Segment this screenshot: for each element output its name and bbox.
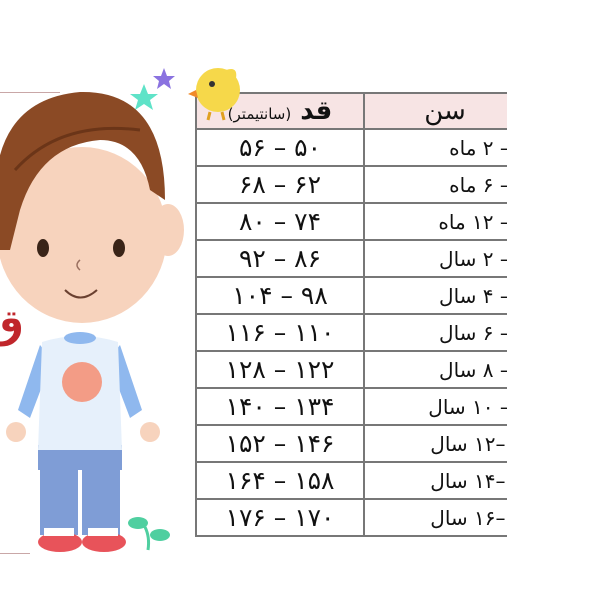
table-row: ۵۶ – ۵۰۰ – ۲ ماه bbox=[195, 128, 507, 167]
age-cell: ۴ – ۶ سال bbox=[363, 313, 507, 352]
height-cell: ۱۰۴ – ۹۸ bbox=[195, 276, 365, 315]
table-row: ۱۶۴ – ۱۵۸۱۲–۱۴ سال bbox=[195, 461, 507, 500]
age-cell: ۸ – ۱۰ سال bbox=[363, 387, 507, 426]
age-cell: ۱۲–۱۴ سال bbox=[363, 461, 507, 500]
frame-bottom-line bbox=[0, 553, 30, 554]
header-height-label: قد bbox=[300, 96, 333, 126]
age-cell: ۰ – ۲ ماه bbox=[363, 128, 507, 167]
table-row: ۱۱۶ – ۱۱۰۴ – ۶ سال bbox=[195, 313, 507, 352]
side-label: ق bbox=[0, 302, 24, 348]
table-row: ۶۸ – ۶۲۲ – ۶ ماه bbox=[195, 165, 507, 204]
age-cell: ۱ – ۲ سال bbox=[363, 239, 507, 278]
header-height-unit: (سانتیمتر) bbox=[227, 105, 292, 123]
table-row: ۹۲ – ۸۶۱ – ۲ سال bbox=[195, 239, 507, 278]
age-cell: ۲ – ۴ سال bbox=[363, 276, 507, 315]
frame-top-line bbox=[0, 92, 60, 93]
height-cell: ۵۶ – ۵۰ bbox=[195, 128, 365, 167]
age-cell: ۶ – ۱۲ ماه bbox=[363, 202, 507, 241]
age-cell: ۱۴–۱۶ سال bbox=[363, 498, 507, 537]
table-row: ۱۵۲ – ۱۴۶۱۰–۱۲ سال bbox=[195, 424, 507, 463]
header-age: سن bbox=[363, 92, 507, 130]
age-cell: ۲ – ۶ ماه bbox=[363, 165, 507, 204]
height-cell: ۱۱۶ – ۱۱۰ bbox=[195, 313, 365, 352]
table-row: ۸۰ – ۷۴۶ – ۱۲ ماه bbox=[195, 202, 507, 241]
star-icon bbox=[130, 68, 175, 110]
height-cell: ۱۴۰ – ۱۳۴ bbox=[195, 387, 365, 426]
height-cell: ۱۲۸ – ۱۲۲ bbox=[195, 350, 365, 389]
table-row: ۱۰۴ – ۹۸۲ – ۴ سال bbox=[195, 276, 507, 315]
chick-icon bbox=[188, 68, 240, 121]
table-row: ۱۷۶ – ۱۷۰۱۴–۱۶ سال bbox=[195, 498, 507, 537]
age-cell: ۱۰–۱۲ سال bbox=[363, 424, 507, 463]
age-cell: ۶ – ۸ سال bbox=[363, 350, 507, 389]
height-cell: ۶۸ – ۶۲ bbox=[195, 165, 365, 204]
height-cell: ۱۵۲ – ۱۴۶ bbox=[195, 424, 365, 463]
table-row: ۱۴۰ – ۱۳۴۸ – ۱۰ سال bbox=[195, 387, 507, 426]
height-cell: ۸۰ – ۷۴ bbox=[195, 202, 365, 241]
height-cell: ۱۷۶ – ۱۷۰ bbox=[195, 498, 365, 537]
height-cell: ۱۶۴ – ۱۵۸ bbox=[195, 461, 365, 500]
table-row: ۱۲۸ – ۱۲۲۶ – ۸ سال bbox=[195, 350, 507, 389]
height-cell: ۹۲ – ۸۶ bbox=[195, 239, 365, 278]
boy-illustration bbox=[0, 91, 184, 552]
